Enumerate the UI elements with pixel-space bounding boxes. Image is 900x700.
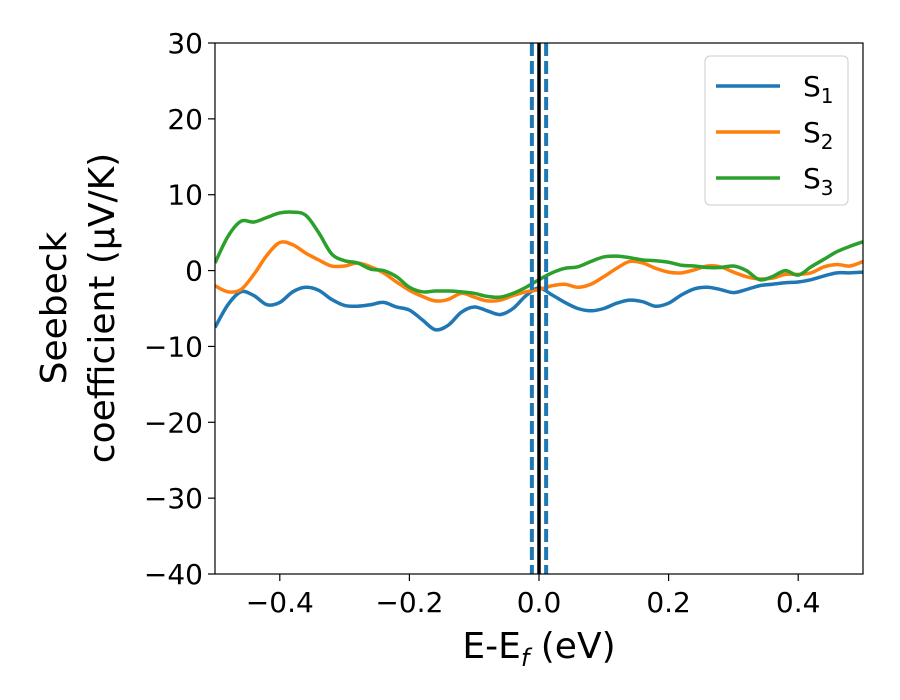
y-axis-label-line2: coefficient (μV/K): [82, 153, 123, 463]
y-axis: 30 20 10 0 −10 −20 −30 −40: [144, 27, 215, 591]
x-tick-label: 0.4: [776, 586, 821, 619]
x-tick-label: −0.2: [375, 586, 443, 619]
y-tick-label: 0: [185, 255, 203, 288]
y-axis-label-line1: Seebeck: [34, 231, 75, 384]
legend-label-s2: S2: [803, 116, 834, 154]
x-tick-label: 0.2: [646, 586, 691, 619]
y-tick-label: 20: [167, 103, 203, 136]
y-tick-label: 10: [167, 179, 203, 212]
y-tick-label: −10: [144, 330, 203, 363]
vline-layer: [529, 43, 549, 574]
legend-label-s3: S3: [803, 162, 834, 200]
x-axis: −0.4 −0.2 0.0 0.2 0.4: [246, 574, 821, 619]
y-tick-label: −20: [144, 406, 203, 439]
legend: S1 S2 S3: [704, 55, 849, 206]
y-axis-label: Seebeck coefficient (μV/K): [34, 153, 123, 463]
y-tick-label: −40: [144, 558, 203, 591]
x-tick-label: 0.0: [517, 586, 562, 619]
x-axis-label: E-Ef (eV): [462, 626, 615, 672]
x-tick-label: −0.4: [246, 586, 314, 619]
legend-label-s1: S1: [803, 70, 834, 108]
y-tick-label: 30: [167, 27, 203, 60]
y-tick-label: −30: [144, 482, 203, 515]
